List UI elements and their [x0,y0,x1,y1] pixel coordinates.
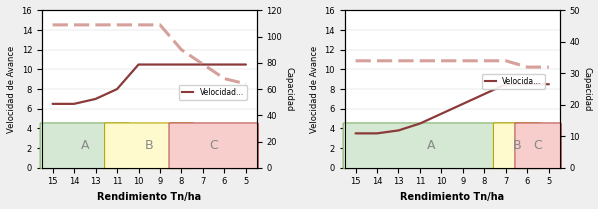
Y-axis label: Velocidad de Avance: Velocidad de Avance [310,46,319,133]
FancyBboxPatch shape [105,123,194,169]
Text: B: B [512,139,521,152]
X-axis label: Rendimiento Tn/ha: Rendimiento Tn/ha [97,192,202,202]
Text: A: A [81,139,89,152]
FancyBboxPatch shape [515,123,562,169]
Y-axis label: Capacidad: Capacidad [582,67,591,111]
FancyBboxPatch shape [169,123,258,169]
Text: B: B [145,139,154,152]
Text: C: C [209,139,218,152]
Y-axis label: Velocidad de Avance: Velocidad de Avance [7,46,16,133]
Text: C: C [534,139,542,152]
Y-axis label: Capacidad: Capacidad [284,67,293,111]
FancyBboxPatch shape [343,123,518,169]
Legend: Velocidad...: Velocidad... [179,85,246,100]
Text: A: A [426,139,435,152]
Legend: Velocida...: Velocida... [482,74,545,89]
FancyBboxPatch shape [40,123,130,169]
X-axis label: Rendimiento Tn/ha: Rendimiento Tn/ha [400,192,504,202]
FancyBboxPatch shape [493,123,540,169]
